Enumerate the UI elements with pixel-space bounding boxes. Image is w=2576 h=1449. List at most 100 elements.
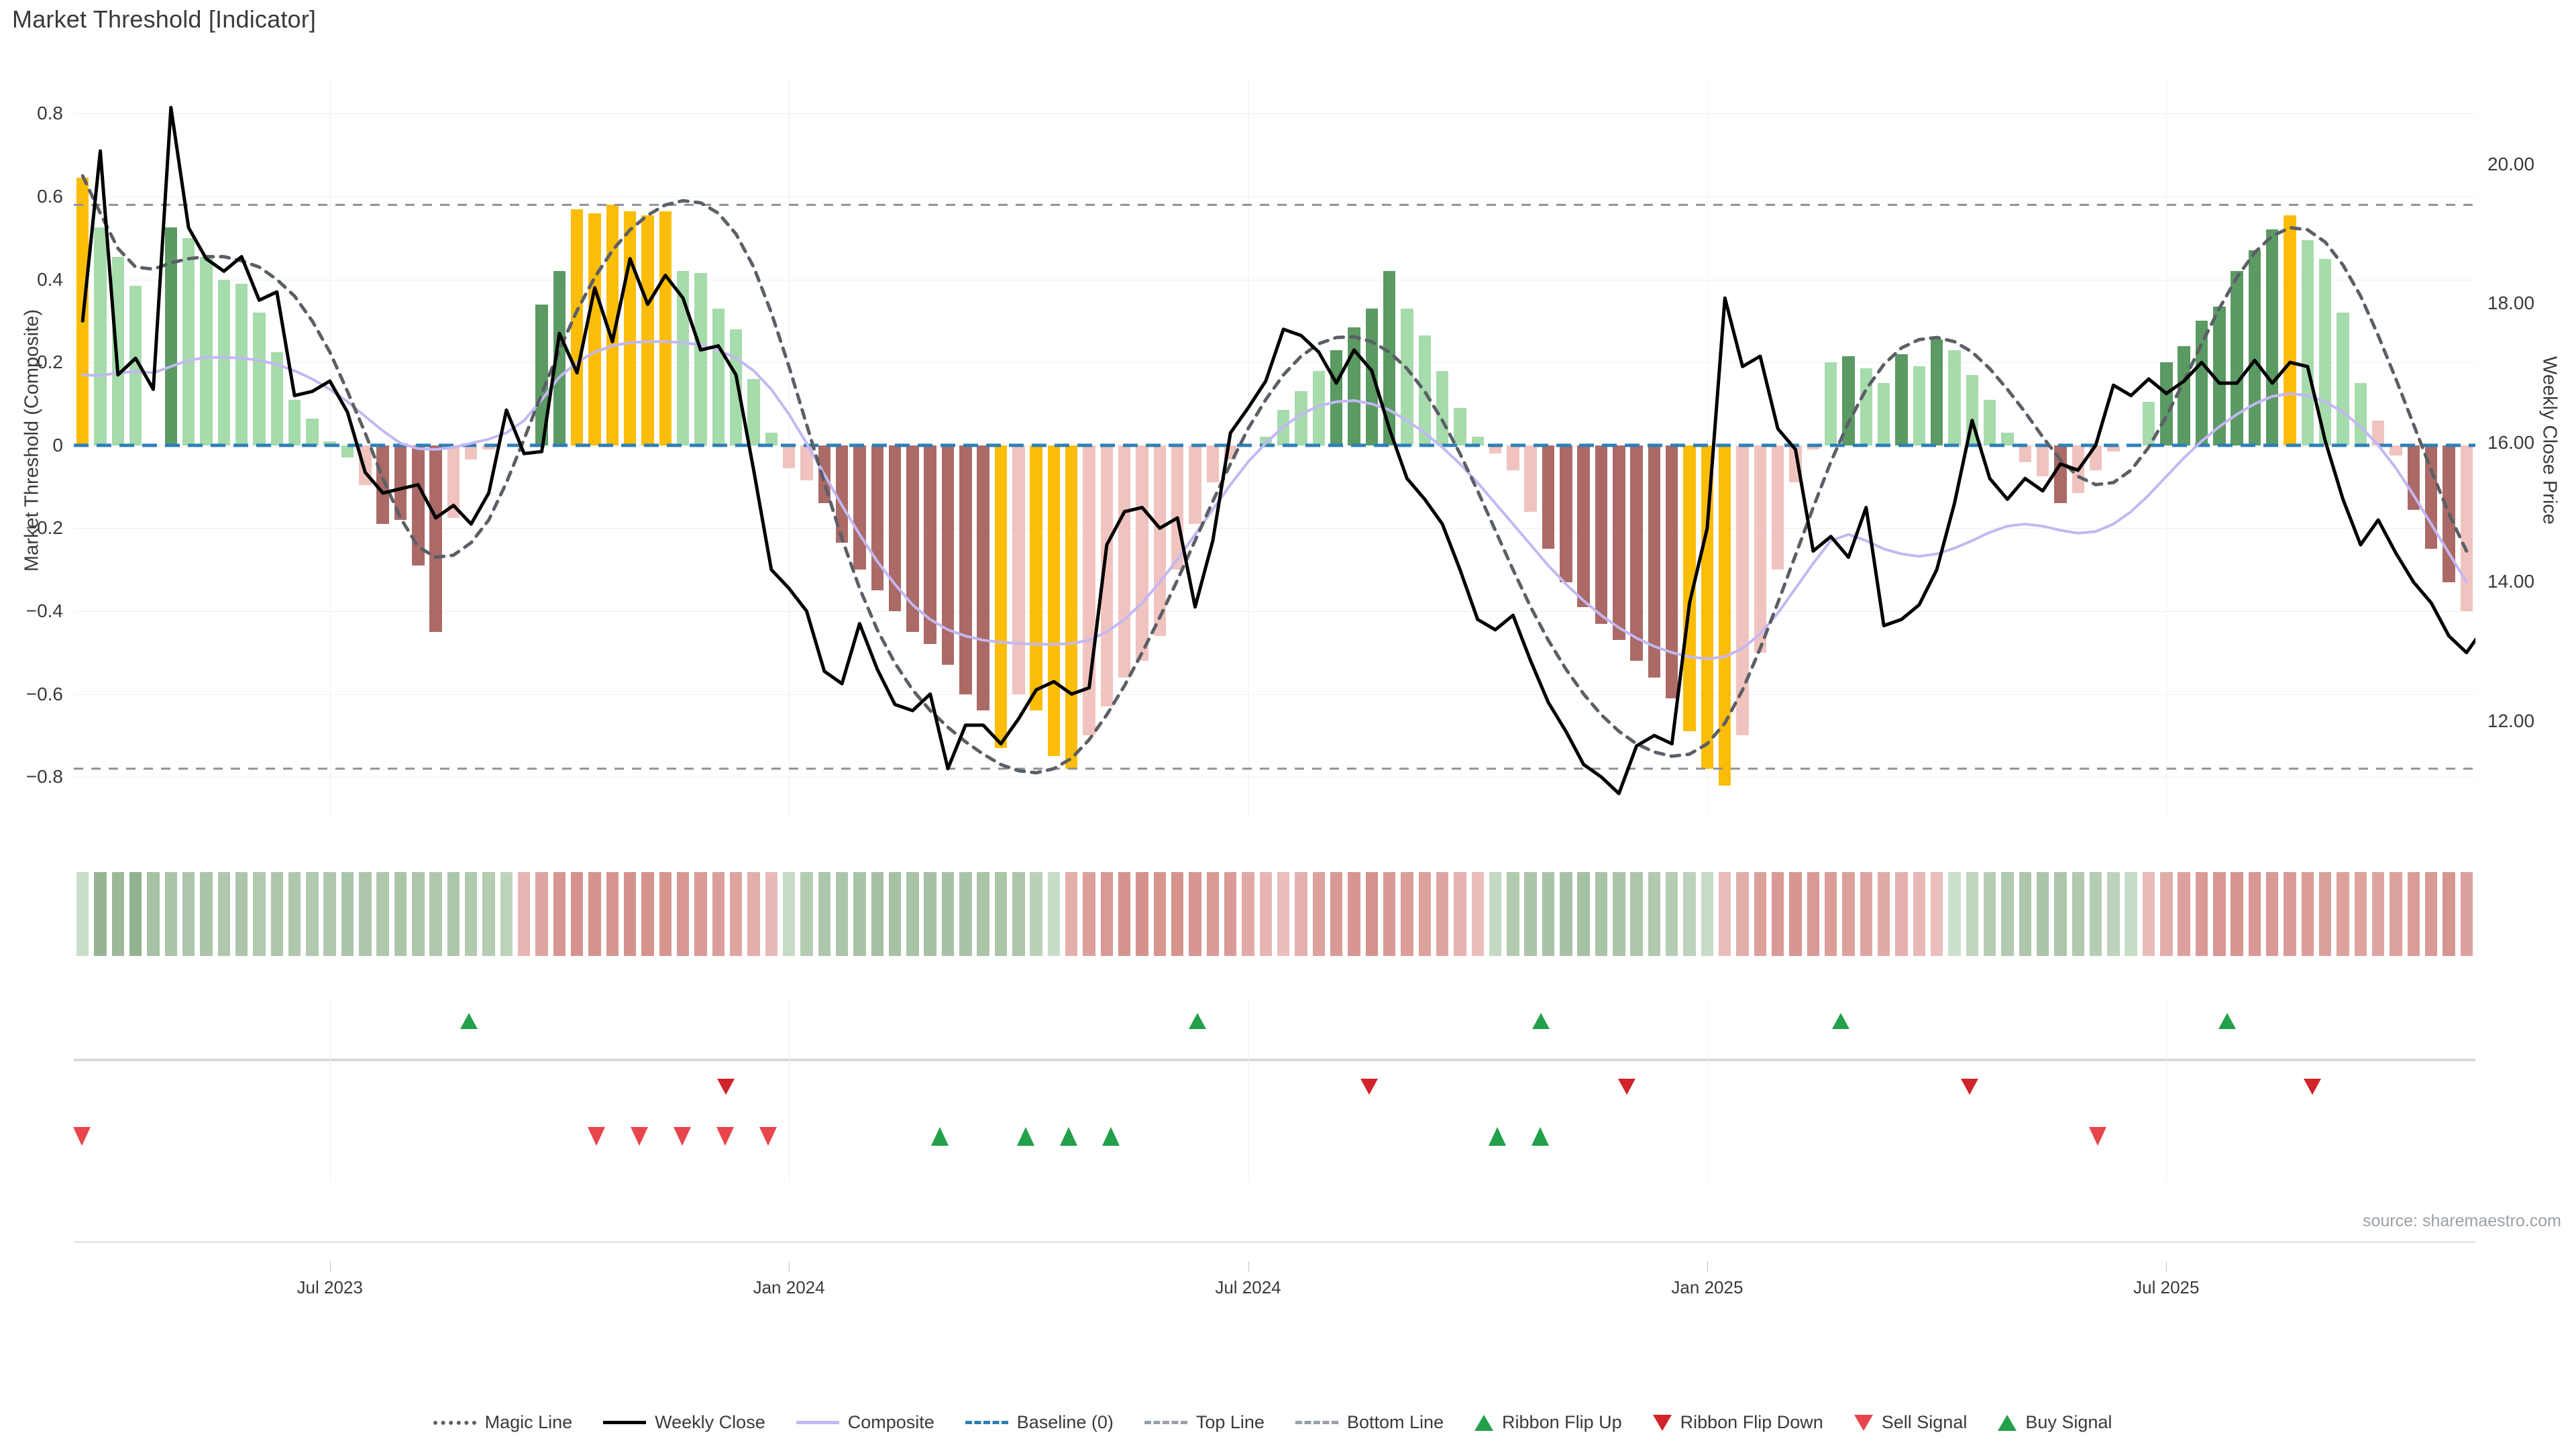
down-triangle-icon [1652, 1414, 1672, 1431]
legend-item[interactable]: Buy Signal [1998, 1412, 2112, 1433]
legend-line-swatch-dashed-line [1295, 1421, 1338, 1424]
composite-bar [1736, 445, 1749, 736]
legend-item[interactable]: Sell Signal [1854, 1412, 1967, 1433]
legend-item[interactable]: Top Line [1144, 1412, 1265, 1433]
composite-bar [2337, 313, 2349, 445]
legend-item[interactable]: Weekly Close [603, 1412, 765, 1433]
ribbon-cell [835, 872, 849, 956]
composite-bar [1507, 445, 1519, 470]
gridline-h [74, 528, 2475, 529]
legend-line-swatch-dotted-line [433, 1420, 476, 1425]
ribbon-cell [2460, 872, 2473, 956]
ribbon-cell [394, 872, 407, 956]
legend-label: Top Line [1195, 1412, 1265, 1432]
ribbon-cell [747, 872, 760, 956]
ribbon-flip-up-marker [460, 1013, 478, 1029]
ribbon-cell [1930, 872, 1943, 956]
ribbon-cell [76, 872, 89, 956]
composite-bar [1683, 445, 1696, 732]
composite-bar [941, 445, 955, 665]
ribbon-cell [2231, 872, 2243, 956]
gridline-h [74, 113, 2475, 115]
ribbon-cell [1842, 872, 1855, 956]
composite-bar [1595, 445, 1608, 624]
composite-bar [641, 215, 654, 445]
ribbon-cell [1330, 872, 1343, 956]
legend-label: Ribbon Flip Down [1680, 1412, 1823, 1432]
ribbon-cell [217, 872, 230, 956]
composite-bar [1454, 408, 1466, 445]
legend-item[interactable]: Ribbon Flip Down [1652, 1412, 1823, 1433]
ribbon-cell [1047, 872, 1061, 956]
composite-bar [217, 279, 230, 445]
composite-bar [2390, 445, 2402, 456]
ribbon-cell [465, 872, 478, 956]
legend-label: Buy Signal [2025, 1412, 2112, 1432]
composite-bar [1153, 445, 1167, 637]
gridline-v [2166, 1000, 2167, 1127]
gridline-v [1248, 1100, 1249, 1181]
ribbon-cell [2054, 872, 2067, 956]
legend-item[interactable]: Magic Line [433, 1412, 572, 1433]
legend-item[interactable]: Composite [796, 1412, 934, 1433]
ribbon-cell [2160, 872, 2173, 956]
ribbon-cell [1577, 872, 1590, 956]
ribbon-cell [941, 872, 955, 956]
composite-bar [412, 445, 425, 566]
buy-signal-marker [1488, 1127, 1506, 1146]
ribbon-cell [571, 872, 584, 956]
ribbon-flip-down-marker [1360, 1079, 1379, 1095]
composite-bar [535, 304, 548, 445]
composite-bar [2460, 445, 2473, 611]
ribbon-cell [235, 872, 248, 956]
legend-item[interactable]: Bottom Line [1295, 1412, 1444, 1433]
x-tick-label: Jan 2024 [753, 1277, 825, 1297]
buy-signal-marker [1531, 1127, 1549, 1146]
ribbon-cell [765, 872, 777, 956]
buy-sell-signal-row [73, 1100, 2475, 1243]
main-plot-area [74, 80, 2475, 818]
page-title: Market Threshold [Indicator] [12, 5, 317, 33]
ribbon-cell [1948, 872, 1961, 956]
ribbon-cell [1312, 872, 1326, 956]
composite-bar [376, 445, 389, 525]
composite-bar [394, 445, 407, 521]
legend-item[interactable]: Ribbon Flip Up [1474, 1412, 1622, 1433]
ribbon-cell [94, 872, 107, 956]
composite-bar [200, 256, 213, 445]
ribbon-flip-up-marker [1189, 1013, 1207, 1029]
composite-bar [1542, 445, 1555, 549]
composite-bar [2054, 445, 2067, 504]
ribbon-cell [1030, 872, 1042, 956]
y-tick-right: 20.00 [2487, 153, 2535, 174]
composite-bar [1471, 437, 1484, 445]
ribbon-cell [1436, 872, 1449, 956]
weekly-close-line [80, 105, 2475, 796]
ribbon-cell [2354, 872, 2367, 956]
ribbon-cell [1807, 872, 1820, 956]
legend-item[interactable]: Baseline (0) [965, 1412, 1114, 1433]
composite-bar [1772, 445, 1784, 570]
legend-line-swatch-solid-line [796, 1421, 839, 1424]
composite-bar [2019, 445, 2031, 462]
ribbon-cell [412, 872, 425, 956]
ribbon-cell [376, 872, 389, 956]
composite-bar [111, 256, 125, 445]
y-tick-left: −0.2 [25, 517, 63, 539]
composite-bar [1100, 445, 1114, 707]
composite-bar [1842, 356, 1855, 445]
x-tick [2166, 1261, 2167, 1272]
ribbon-cell [588, 872, 601, 956]
ribbon-cell [1348, 872, 1360, 956]
gridline-h [74, 362, 2475, 364]
composite-bar [306, 418, 319, 445]
ribbon-cell [1966, 872, 1978, 956]
gridline-v [1707, 1100, 1708, 1181]
ribbon-cell [924, 872, 936, 956]
up-triangle-icon [1998, 1414, 2017, 1431]
composite-bar [482, 445, 495, 449]
ribbon-cell [2301, 872, 2314, 956]
ribbon-cell [1630, 872, 1643, 956]
y-axis-right-ticks: 20.00 18.00 16.00 14.00 12.00 [2478, 80, 2559, 818]
buy-signal-marker [1102, 1127, 1120, 1146]
